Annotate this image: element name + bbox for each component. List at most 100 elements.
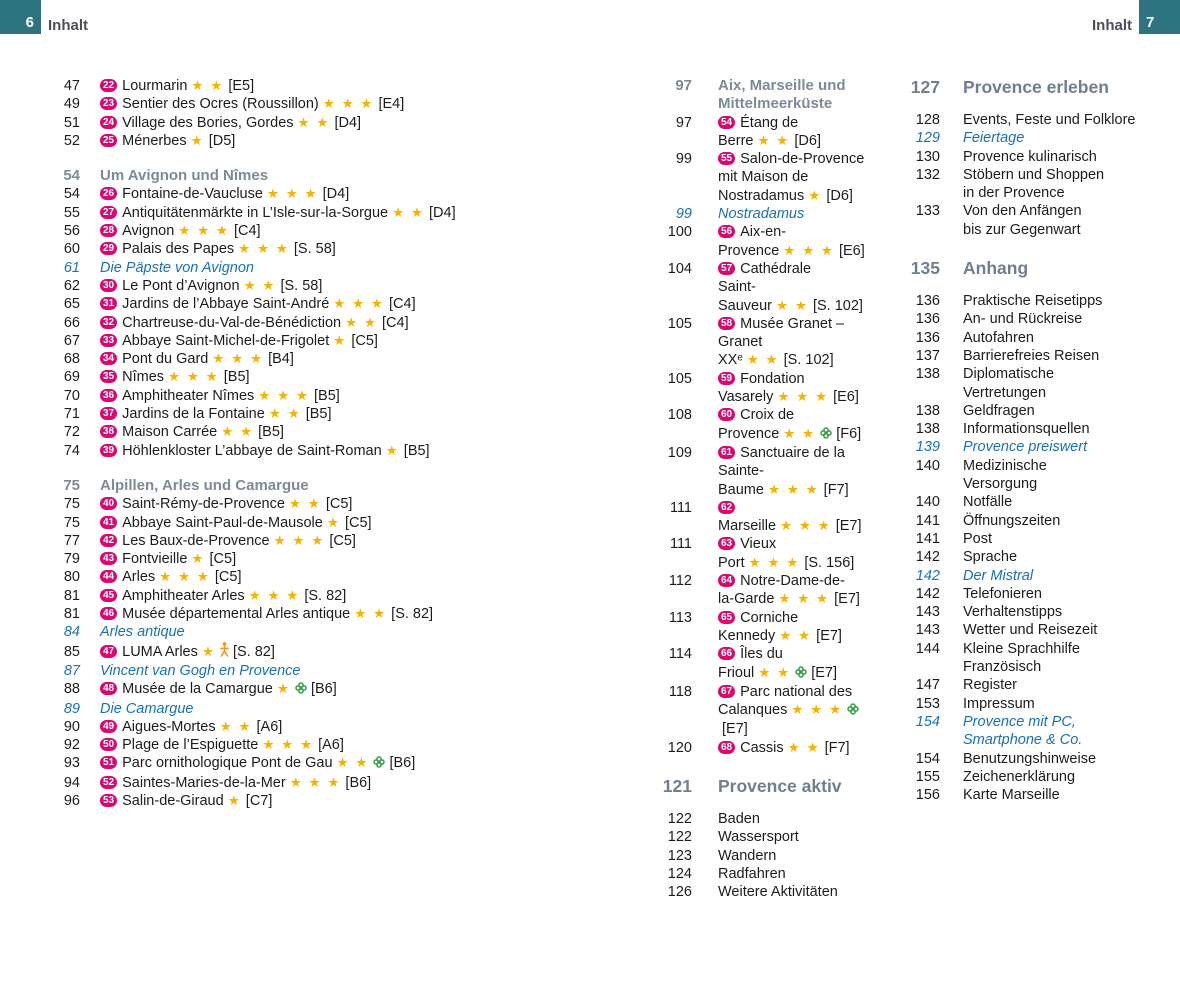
entry-content: 48 Musée de la Camargue ★ [B6] [100, 680, 337, 699]
poi-number-badge: 25 [100, 133, 118, 147]
toc-entry-poi: 88 48 Musée de la Camargue ★ [B6] [40, 680, 635, 699]
star-rating: ★ [190, 132, 205, 148]
star-rating: ★ ★ [746, 352, 780, 368]
entry-title: Impressum [963, 695, 1035, 712]
entry-page-number: 120 [667, 739, 692, 756]
entry-title: Village des Bories, Gordes [122, 114, 294, 131]
entry-content: Register [963, 676, 1017, 694]
entry-page-number: 60 [63, 241, 80, 258]
entry-page-number: 81 [63, 606, 80, 623]
toc-column-1: 47 22 Lourmarin ★ ★ [E5] 49 23 Sentier des Ocre… [40, 77, 635, 810]
map-grid-reference: [C7] [245, 792, 273, 809]
toc-entry-poi: 118 67 Parc national des Calanques ★ ★ ★ [E7… [630, 683, 880, 739]
toc-entry-poi: 62 30 Le Pont d’Avignon ★ ★ [S. 58] [40, 277, 635, 295]
toc-entry-topic: 129 Feiertage [875, 129, 1165, 147]
poi-number-badge: 50 [100, 738, 118, 752]
entry-title: Radfahren [718, 865, 786, 882]
map-grid-reference: [B5] [305, 406, 332, 423]
entry-page-number: 142 [915, 585, 940, 602]
entry-page-number: 49 [63, 96, 80, 113]
poi-number-badge: 32 [100, 315, 118, 329]
entry-title: Um Avignon und Nîmes [100, 167, 269, 185]
entry-content: 30 Le Pont d’Avignon ★ ★ [S. 58] [100, 277, 322, 295]
entry-page-number: 139 [915, 439, 940, 456]
entry-content: 22 Lourmarin ★ ★ [E5] [100, 77, 254, 95]
entry-page-number: 93 [63, 755, 80, 772]
toc-entry-topic: 142 Der Mistral [875, 567, 1165, 585]
map-grid-reference: [C4] [233, 223, 261, 240]
poi-number-badge: 53 [100, 793, 118, 807]
entry-title: Arles [122, 569, 156, 586]
map-grid-reference: [S. 102] [812, 297, 863, 314]
poi-number-badge: 62 [718, 500, 736, 514]
entry-title: Sanctuaire de la Sainte-Baume [718, 444, 845, 498]
toc-entry-plain: 142 Sprache [875, 548, 1165, 566]
entry-page-number: 61 [63, 259, 80, 276]
poi-number-badge: 29 [100, 242, 118, 256]
entry-title: Diplomatische Vertretungen [963, 366, 1055, 401]
map-grid-reference: [B5] [258, 424, 284, 441]
map-grid-reference: [E4] [378, 96, 405, 113]
entry-title: Medizinische Versorgung [963, 457, 1047, 493]
toc-entry-poi: 54 26 Fontaine-de-Vaucluse ★ ★ ★ [D4] [40, 185, 635, 203]
entry-content: 27 Antiquitätenmärkte in L’Isle-sur-la-So… [100, 204, 456, 222]
star-rating: ★ ★ ★ [333, 296, 385, 312]
entry-title: Register [963, 677, 1017, 694]
star-rating: ★ ★ ★ [322, 96, 375, 112]
toc-entry-poi: 56 28 Avignon ★ ★ ★ [C4] [40, 222, 635, 240]
toc-entry-topic: 99 Nostradamus [630, 205, 880, 223]
poi-number-badge: 52 [100, 775, 118, 789]
entry-title: Provence preiswert [963, 439, 1088, 456]
toc-entry-plain: 141 Post [875, 530, 1165, 548]
toc-entry-chapter: 135 Anhang [875, 258, 1165, 279]
entry-page-number: 75 [63, 514, 80, 531]
entry-title: Amphitheater Arles [122, 587, 245, 604]
star-rating: ★ [333, 332, 348, 348]
entry-content: 59 Fondation Vasarely ★ ★ ★ [E6] [718, 370, 859, 407]
toc-entry-topic: 87 Vincent van Gogh en Provence [40, 662, 635, 680]
toc-entry-poi: 47 22 Lourmarin ★ ★ [E5] [40, 77, 635, 95]
toc-entry-topic: 139 Provence preiswert [875, 438, 1165, 456]
entry-content: Benutzungshinweise [963, 750, 1096, 768]
entry-title: Cathédrale Saint-Sauveur [718, 260, 812, 314]
entry-title: Nostradamus [718, 206, 805, 223]
toc-entry-poi: 52 25 Ménerbes ★ [D5] [40, 132, 635, 150]
star-rating: ★ ★ ★ [248, 587, 301, 603]
entry-title: Sprache [963, 549, 1018, 566]
toc-entry-plain: 140 Medizinische Versorgung [875, 457, 1165, 494]
entry-content: 26 Fontaine-de-Vaucluse ★ ★ ★ [D4] [100, 185, 349, 203]
toc-entry-topic: 61 Die Päpste von Avignon [40, 259, 635, 277]
star-rating: ★ ★ [243, 277, 277, 293]
entry-page-number: 71 [63, 406, 80, 423]
toc-entry-plain: 138 Informationsquellen [875, 420, 1165, 438]
map-grid-reference: [C5] [329, 532, 356, 549]
entry-content: 33 Abbaye Saint-Michel-de-Frigolet ★ [C5] [100, 332, 378, 350]
entry-page-number: 143 [915, 622, 940, 639]
entry-page-number: 154 [915, 713, 940, 730]
entry-page-number: 70 [63, 387, 80, 404]
map-grid-reference: [C5] [351, 332, 378, 349]
entry-title: Saintes-Maries-de-la-Mer [122, 774, 286, 791]
map-grid-reference: [F6] [836, 425, 862, 442]
toc-entry-section: 97 Aix, Marseille und Mittelmeerküste [630, 77, 880, 114]
entry-page-number: 128 [915, 112, 940, 128]
toc-entry-chapter: 121 Provence aktiv [630, 776, 880, 797]
poi-number-badge: 26 [100, 187, 118, 201]
toc-entry-poi: 51 24 Village des Bories, Gordes ★ ★ [D4] [40, 114, 635, 132]
toc-entry-poi: 67 33 Abbaye Saint-Michel-de-Frigolet ★ [C5] [40, 332, 635, 350]
entry-title: Fondation Vasarely [718, 370, 805, 406]
entry-title: Höhlenkloster L’abbaye de Saint-Roman [122, 442, 382, 459]
toc-entry-poi: 75 40 Saint-Rémy-de-Provence ★ ★ [C5] [40, 495, 635, 513]
star-rating: ★ [227, 792, 242, 808]
entry-title: Palais des Papes [122, 241, 235, 258]
star-rating: ★ ★ [219, 718, 253, 734]
entry-title: Alpillen, Arles und Camargue [100, 476, 309, 494]
star-rating: ★ ★ [288, 496, 322, 512]
toc-entry-poi: 104 57 Cathédrale Saint-Sauveur ★ ★ [S. 102] [630, 260, 880, 315]
toc-entry-plain: 133 Von den Anfängen bis zur Gegenwart [875, 202, 1165, 239]
entry-page-number: 99 [675, 151, 692, 168]
map-grid-reference: [C4] [382, 314, 409, 331]
entry-content: 45 Amphitheater Arles ★ ★ ★ [S. 82] [100, 587, 346, 605]
toc-entry-topic: 89 Die Camargue [40, 700, 635, 718]
poi-number-badge: 40 [100, 497, 118, 511]
